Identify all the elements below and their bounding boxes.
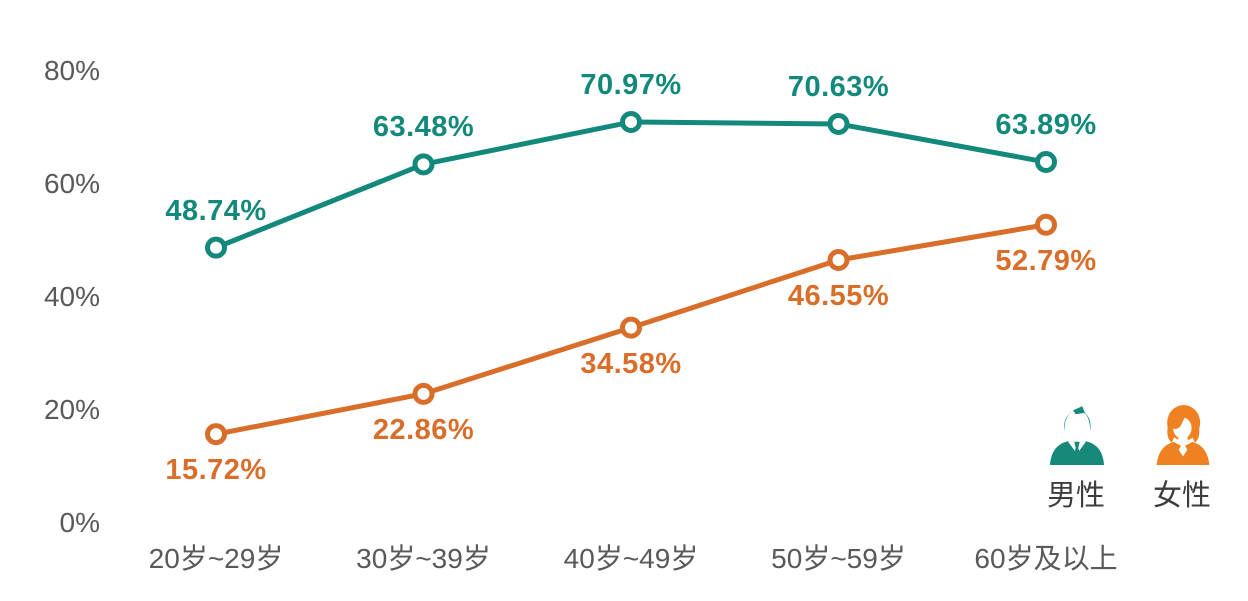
male-person-icon[interactable] xyxy=(1044,397,1110,471)
female-data-point[interactable] xyxy=(205,423,227,446)
male-data-point[interactable] xyxy=(620,111,642,134)
female-data-point[interactable] xyxy=(412,382,435,405)
legend-item-male-label[interactable]: 男性 xyxy=(1046,480,1105,512)
female-data-point[interactable] xyxy=(827,248,850,271)
y-axis-tick-label: 0% xyxy=(59,507,100,538)
male-value-label: 63.89% xyxy=(995,109,1097,142)
male-data-point[interactable] xyxy=(827,112,850,135)
female-value-label: 46.55% xyxy=(787,279,890,312)
legend-item-female-label[interactable]: 女性 xyxy=(1152,480,1211,512)
male-data-point[interactable] xyxy=(205,236,227,259)
male-data-point[interactable] xyxy=(1035,151,1057,174)
y-axis-tick-label: 20% xyxy=(43,394,100,425)
male-value-label: 70.97% xyxy=(580,69,682,102)
y-axis-tick-label: 80% xyxy=(43,55,100,86)
x-axis-category-label: 30岁~39岁 xyxy=(356,543,491,574)
female-person-icon[interactable] xyxy=(1150,397,1216,471)
female-value-label: 34.58% xyxy=(580,347,682,380)
male-data-point[interactable] xyxy=(412,153,435,176)
y-axis-tick-label: 40% xyxy=(43,281,100,312)
male-value-label: 70.63% xyxy=(787,70,890,103)
y-axis-tick-label: 60% xyxy=(43,168,100,199)
female-data-point[interactable] xyxy=(620,316,642,339)
x-axis-category-label: 50岁~59岁 xyxy=(771,543,906,574)
x-axis-category-label: 20岁~29岁 xyxy=(148,543,284,574)
male-value-label: 48.74% xyxy=(165,194,267,227)
male-value-label: 63.48% xyxy=(372,111,475,144)
female-data-point[interactable] xyxy=(1035,213,1057,236)
x-axis-category-label: 60岁及以上 xyxy=(974,543,1118,574)
female-value-label: 15.72% xyxy=(165,454,267,487)
female-value-label: 22.86% xyxy=(372,413,475,446)
x-axis-category-label: 40岁~49岁 xyxy=(563,543,699,574)
female-value-label: 52.79% xyxy=(995,244,1097,277)
